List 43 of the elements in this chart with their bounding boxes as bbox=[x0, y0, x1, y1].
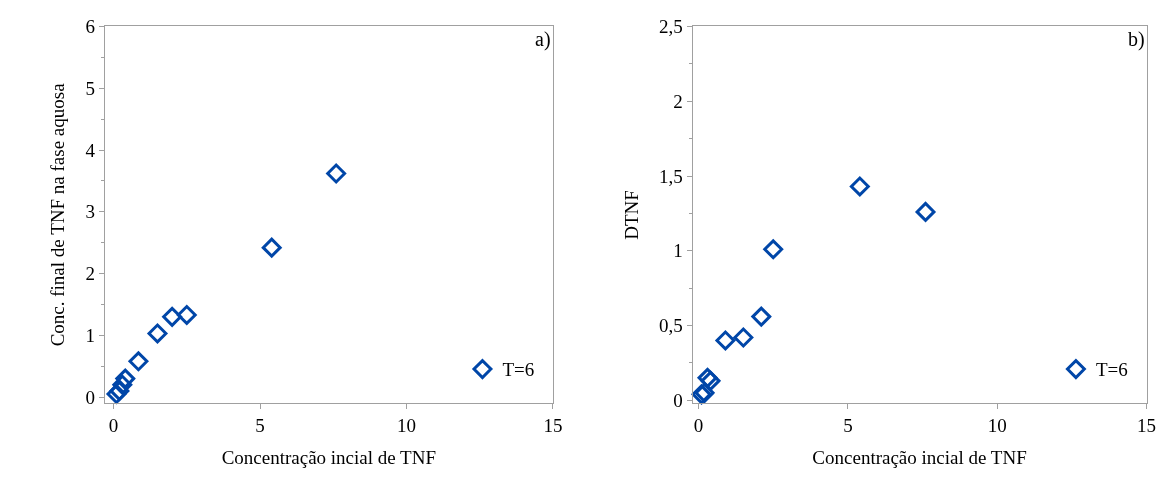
point bbox=[112, 374, 133, 395]
point bbox=[115, 368, 136, 389]
legend-label: T=6 bbox=[502, 359, 535, 381]
point bbox=[715, 330, 736, 351]
point bbox=[915, 201, 936, 222]
x-tick-label: 5 bbox=[843, 415, 853, 437]
y-tick-label: 0 bbox=[673, 389, 683, 411]
point bbox=[751, 306, 772, 327]
point bbox=[176, 305, 197, 325]
x-tick-label: 5 bbox=[255, 415, 265, 437]
y-tick-label: 3 bbox=[85, 201, 95, 223]
y-axis-title: Conc. final de TNF na fase aquosa bbox=[47, 82, 69, 347]
y-tick-label: 1,5 bbox=[659, 165, 683, 187]
y-tick-label: 2 bbox=[673, 90, 683, 112]
x-tick-label: 0 bbox=[108, 415, 119, 437]
y-axis-title: DTNF bbox=[620, 190, 642, 240]
x-axis-title: Concentração incial de TNF bbox=[221, 446, 437, 468]
annotation: b) bbox=[1128, 28, 1145, 51]
point bbox=[128, 351, 149, 372]
y-tick-label: 5 bbox=[85, 77, 95, 99]
x-axis-title: Concentração incial de TNF bbox=[812, 446, 1027, 468]
point bbox=[162, 306, 183, 327]
point bbox=[849, 176, 870, 197]
x-tick-label: 15 bbox=[1137, 415, 1157, 437]
point bbox=[763, 239, 784, 260]
point bbox=[733, 327, 754, 348]
x-tick-label: 10 bbox=[396, 415, 416, 437]
x-tick-label: 10 bbox=[987, 415, 1007, 437]
y-tick-label: 2 bbox=[85, 263, 95, 285]
annotation: a) bbox=[535, 28, 551, 51]
point bbox=[147, 323, 168, 344]
point bbox=[261, 237, 282, 258]
y-tick-label: 1 bbox=[85, 324, 95, 346]
y-tick-label: 2,5 bbox=[659, 16, 683, 38]
x-tick-label: 15 bbox=[543, 415, 563, 437]
y-tick-label: 4 bbox=[85, 139, 96, 161]
point bbox=[326, 163, 347, 184]
y-tick-label: 0 bbox=[85, 386, 95, 408]
x-tick-label: 0 bbox=[693, 415, 704, 437]
legend-label: T=6 bbox=[1095, 359, 1128, 381]
y-tick-label: 0,5 bbox=[659, 315, 683, 337]
y-tick-label: 1 bbox=[673, 240, 683, 262]
y-tick-label: 6 bbox=[85, 16, 95, 38]
